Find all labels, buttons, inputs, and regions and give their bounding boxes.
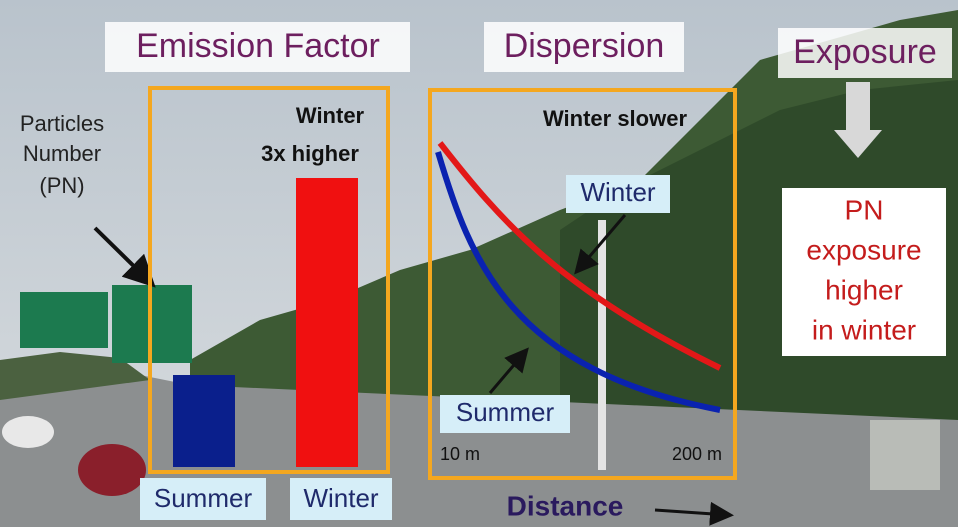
- bar-label: Winter: [303, 483, 378, 513]
- car: [78, 444, 146, 496]
- note: Winter slower: [543, 106, 687, 131]
- note-line: PN: [845, 194, 884, 225]
- label-line: Particles: [20, 111, 104, 136]
- label-line: Number: [23, 141, 101, 166]
- note-line: higher: [825, 274, 903, 305]
- distance-tick: 200 m: [672, 444, 722, 464]
- pole: [598, 220, 606, 470]
- distance-tick: 10 m: [440, 444, 480, 464]
- header: Exposure: [793, 33, 937, 71]
- note-line: in winter: [812, 314, 916, 345]
- winter-bar: [296, 178, 358, 467]
- header: Emission Factor: [136, 27, 380, 65]
- bar-label: Summer: [154, 483, 253, 513]
- car: [2, 416, 54, 448]
- header: Dispersion: [504, 27, 665, 65]
- curve-label: Winter: [580, 177, 655, 207]
- note-line: Winter: [296, 103, 365, 128]
- arrow-shaft: [846, 82, 870, 132]
- curve-label: Summer: [456, 397, 555, 427]
- infographic: Emission Factor Dispersion Exposure Part…: [0, 0, 958, 527]
- note-line: exposure: [806, 234, 921, 265]
- axis-label: Distance: [507, 490, 624, 521]
- utility-box: [870, 420, 940, 490]
- road-sign: [20, 292, 108, 348]
- label-line: (PN): [39, 173, 84, 198]
- summer-bar: [173, 375, 235, 467]
- note-line: 3x higher: [261, 141, 359, 166]
